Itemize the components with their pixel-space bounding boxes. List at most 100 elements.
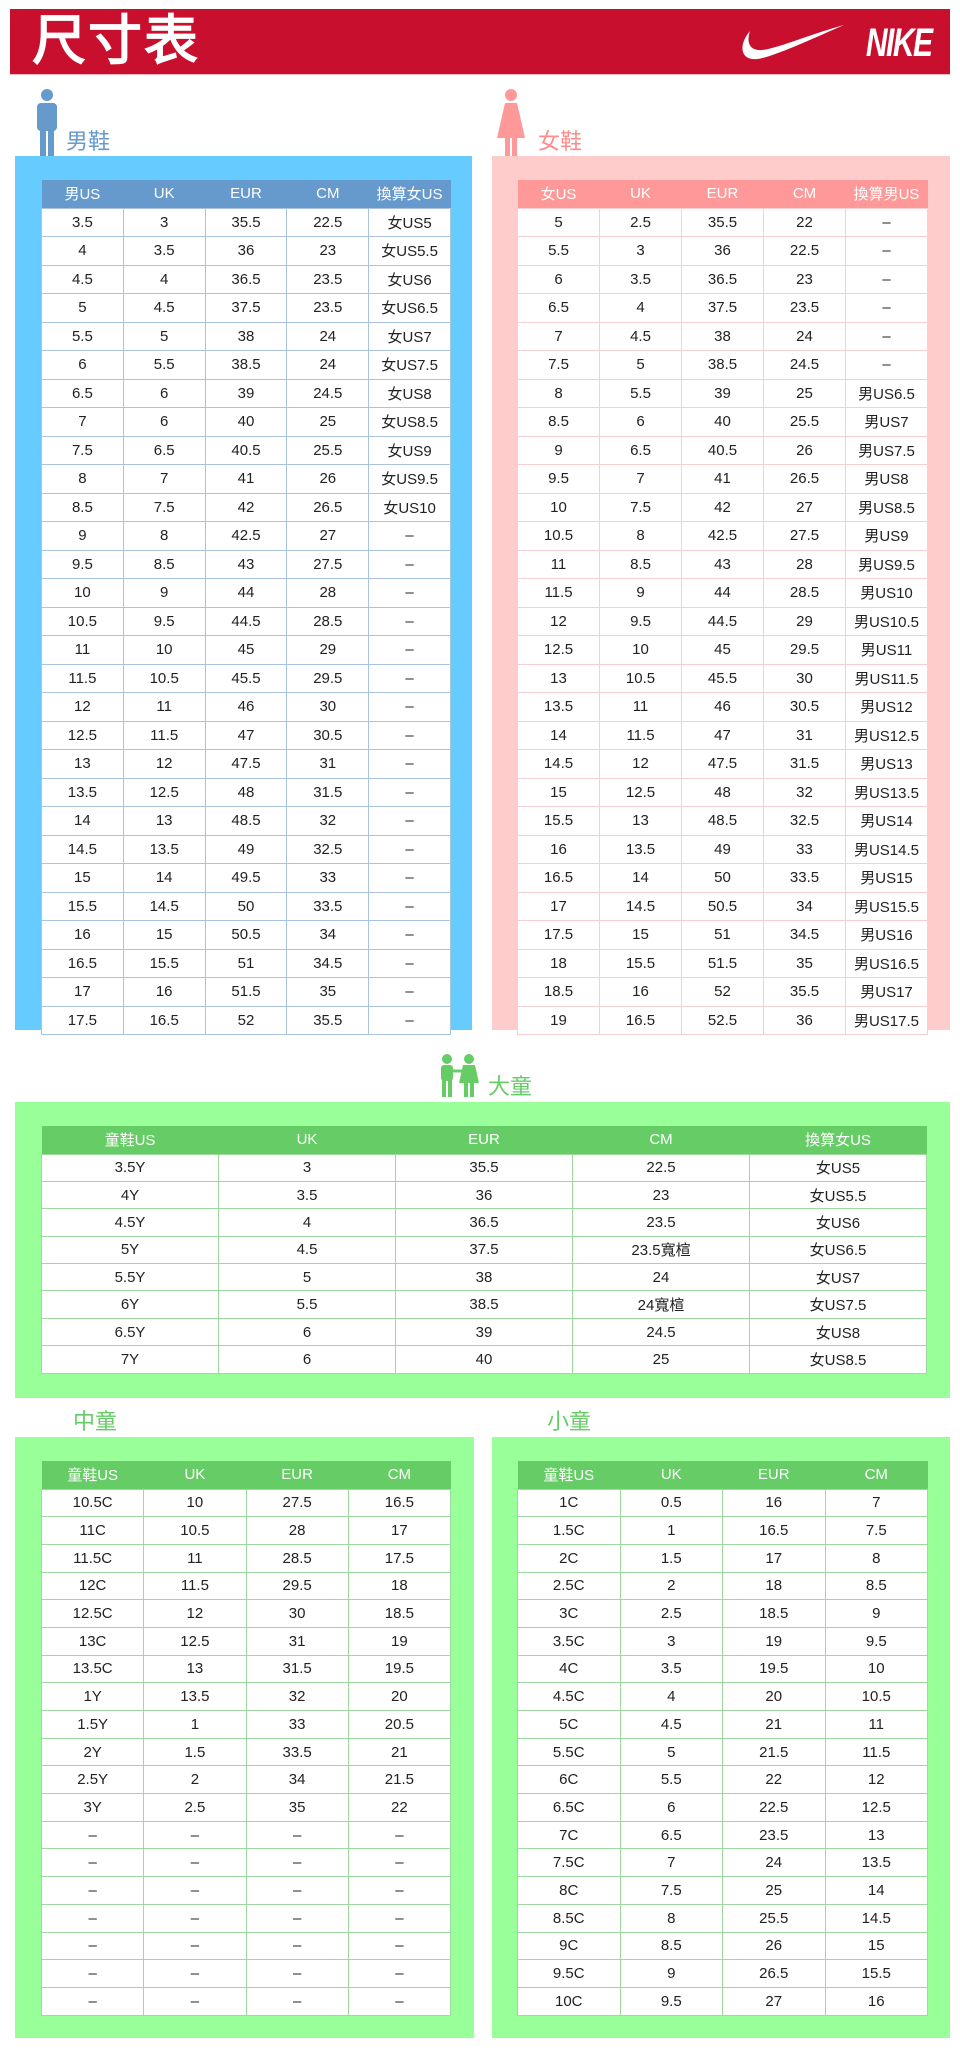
table-row: 6.5 6 39 24.5 女US8 [41,378,451,408]
table-cell: 11.5 [122,720,206,750]
table-cell: 30.5 [763,692,846,722]
table-cell: 17.5 [347,1543,452,1573]
table-row: 16 13.5 49 33 男US14.5 [517,834,928,864]
table-row: 1C 0.5 16 7 [517,1488,928,1518]
table-cell: 女US9.5 [368,464,451,494]
table-cell: 11.5C [40,1543,145,1573]
table-cell: – [143,1848,247,1878]
table-cell: 47.5 [681,749,764,779]
table-cell: 7 [824,1488,928,1518]
table-cell: 24.5 [572,1317,750,1347]
table-cell: 女US5 [749,1153,927,1182]
table-cell: 3 [122,207,206,237]
table-cell: 51.5 [681,948,764,978]
table-row: 18 15.5 51.5 35 男US16.5 [517,948,928,978]
table-cell: 2 [143,1765,247,1795]
header-banner: 尺寸表 NIKE [10,9,950,75]
table-cell: 40 [681,407,764,437]
table-cell: 1 [143,1710,247,1739]
column-header: CM [316,185,340,203]
man-icon [37,89,57,158]
table-cell: 7.5 [599,492,682,522]
table-cell: 33.5 [245,1737,349,1767]
table-cell: 男US8 [845,464,928,494]
table-row: 14.5 13.5 49 32.5– [41,834,451,864]
table-cell: 51 [204,948,288,978]
table-cell: 6 [122,378,206,408]
table-cell: 10.5C [40,1488,145,1518]
table-cell: 32 [763,777,846,807]
table-cell: 8.5 [517,407,600,437]
table-cell: – [347,1820,452,1850]
table-cell: – [368,948,451,978]
table-row: 3.5 3 35.5 22.5 女US5 [41,207,451,237]
table-row: 14 13 48.5 32– [41,806,451,836]
table-cell: 49.5 [204,863,288,893]
table-cell: 10.5 [517,521,600,551]
table-row: 1.5Y 1 33 20.5 [40,1710,452,1739]
table-cell: 22.5 [572,1153,750,1182]
table-cell: 12C [40,1571,145,1601]
table-cell: – [368,749,451,779]
table-cell: 女US5.5 [368,236,451,266]
table-row: 1Y 13.5 32 20 [40,1682,452,1711]
column-header: 童鞋US [104,1132,156,1150]
table-cell: 33 [245,1710,349,1739]
table-cell: 27 [722,1986,826,2016]
table-cell: 13 [824,1820,928,1850]
table-cell: 18 [722,1571,826,1601]
table-cell: 30.5 [286,720,370,750]
table-cell: 9 [517,435,600,465]
women-size-table: 女US UK EUR CM 換算男US 5 2.5 35.5 22–5.5 3 36 22.5–6 3.… [517,180,928,1035]
table-cell: 22 [347,1793,452,1822]
table-cell: 16 [599,977,682,1007]
table-cell: 27.5 [763,521,846,551]
table-cell: 11.5 [599,720,682,750]
table-cell: 34 [245,1765,349,1795]
table-cell: – [347,1931,452,1961]
table-cell: 女US7 [368,321,451,351]
table-cell: 8 [122,521,206,551]
table-cell: 13.5 [122,834,206,864]
logo-wordmark: NIKE [866,21,933,65]
table-cell: 33 [763,834,846,864]
column-header: EUR [757,1466,790,1484]
table-cell: 15.5 [517,806,600,836]
table-cell: 15 [599,920,682,950]
table-row: 10.5C 10 27.5 16.5 [40,1488,452,1518]
table-cell: 52.5 [681,1005,764,1035]
table-cell: 9 [41,521,124,551]
column-header: 換算女US [376,186,443,204]
table-cell: 17.5 [41,1005,124,1035]
table-cell: 24 [763,321,846,351]
table-cell: 39 [681,378,764,408]
table-cell: 12.5 [517,635,600,665]
table-cell: 13.5 [41,777,124,807]
table-cell: 6.5Y [41,1317,219,1347]
table-cell: 14 [824,1876,928,1905]
table-cell: – [245,1848,349,1878]
table-cell: 25 [286,407,370,437]
table-cell: 女US5 [368,207,451,237]
table-cell: 23 [763,264,846,294]
table-row: 5.5 5 38 24 女US7 [41,321,451,351]
table-cell: 7 [619,1848,723,1878]
table-cell: 15 [122,920,206,950]
table-row: 15 14 49.5 33– [41,863,451,893]
table-row: 9 8 42.5 27– [41,521,451,551]
woman-icon [497,89,525,158]
table-row: 5.5 3 36 22.5– [517,236,928,266]
table-cell: 25 [763,378,846,408]
table-cell: – [368,578,451,608]
table-cell: 21.5 [347,1765,452,1795]
table-cell: 23 [572,1180,750,1210]
table-cell: 13 [143,1654,247,1684]
table-row: 15 12.5 48 32 男US13.5 [517,777,928,807]
table-row: 5 2.5 35.5 22– [517,207,928,237]
table-cell: 男US17 [845,977,928,1007]
table-cell: 男US10.5 [845,606,928,636]
table-cell: 7 [41,407,124,437]
table-cell: 4.5 [599,321,682,351]
table-cell: – [347,1959,452,1988]
table-cell: – [368,863,451,893]
